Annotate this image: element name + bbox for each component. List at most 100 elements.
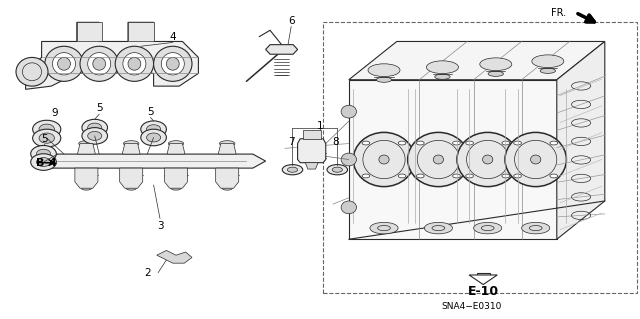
Ellipse shape bbox=[31, 154, 56, 170]
Ellipse shape bbox=[466, 174, 474, 178]
Ellipse shape bbox=[82, 128, 108, 144]
Text: B-4: B-4 bbox=[36, 158, 58, 168]
Ellipse shape bbox=[128, 57, 141, 70]
Text: 3: 3 bbox=[157, 221, 163, 232]
Ellipse shape bbox=[483, 155, 493, 164]
Ellipse shape bbox=[327, 165, 348, 175]
Polygon shape bbox=[298, 139, 326, 163]
Ellipse shape bbox=[52, 53, 76, 75]
Ellipse shape bbox=[341, 105, 356, 118]
Polygon shape bbox=[305, 163, 318, 169]
Ellipse shape bbox=[88, 123, 102, 132]
Ellipse shape bbox=[154, 46, 192, 81]
Ellipse shape bbox=[88, 131, 102, 140]
Ellipse shape bbox=[39, 133, 54, 143]
Ellipse shape bbox=[502, 174, 509, 178]
Ellipse shape bbox=[398, 174, 406, 178]
Ellipse shape bbox=[115, 46, 154, 81]
Ellipse shape bbox=[126, 186, 136, 190]
Polygon shape bbox=[349, 41, 605, 80]
Ellipse shape bbox=[341, 153, 356, 166]
Text: 2: 2 bbox=[144, 268, 150, 278]
Text: 5: 5 bbox=[42, 134, 48, 144]
Ellipse shape bbox=[368, 64, 400, 77]
Ellipse shape bbox=[33, 120, 61, 138]
Ellipse shape bbox=[82, 119, 108, 136]
Ellipse shape bbox=[45, 46, 83, 81]
Text: 4: 4 bbox=[170, 32, 176, 42]
Ellipse shape bbox=[141, 129, 166, 146]
Ellipse shape bbox=[81, 186, 92, 190]
Ellipse shape bbox=[426, 61, 458, 74]
Text: 6: 6 bbox=[288, 16, 294, 26]
Polygon shape bbox=[266, 45, 298, 54]
Ellipse shape bbox=[16, 57, 48, 86]
Ellipse shape bbox=[417, 174, 424, 178]
Ellipse shape bbox=[435, 74, 450, 79]
Text: 8: 8 bbox=[333, 137, 339, 147]
Polygon shape bbox=[303, 130, 321, 139]
Polygon shape bbox=[477, 273, 490, 275]
Ellipse shape bbox=[166, 57, 179, 70]
Ellipse shape bbox=[370, 222, 398, 234]
Ellipse shape bbox=[540, 68, 556, 73]
Bar bbox=[323, 22, 637, 293]
Ellipse shape bbox=[474, 222, 502, 234]
Polygon shape bbox=[167, 144, 185, 154]
Ellipse shape bbox=[341, 201, 356, 214]
Ellipse shape bbox=[93, 57, 106, 70]
Polygon shape bbox=[120, 168, 143, 188]
Ellipse shape bbox=[287, 167, 298, 172]
Polygon shape bbox=[26, 22, 198, 89]
Ellipse shape bbox=[33, 129, 61, 147]
Ellipse shape bbox=[505, 132, 566, 187]
Ellipse shape bbox=[362, 174, 370, 178]
Ellipse shape bbox=[39, 124, 54, 134]
Ellipse shape bbox=[514, 141, 522, 145]
Text: 9: 9 bbox=[51, 108, 58, 118]
Ellipse shape bbox=[452, 174, 460, 178]
Ellipse shape bbox=[376, 77, 392, 82]
Ellipse shape bbox=[133, 26, 148, 34]
Ellipse shape bbox=[457, 132, 518, 187]
Ellipse shape bbox=[36, 158, 51, 167]
Ellipse shape bbox=[168, 141, 184, 146]
Polygon shape bbox=[42, 154, 266, 168]
Ellipse shape bbox=[222, 186, 232, 190]
Ellipse shape bbox=[362, 141, 370, 145]
Text: SNA4−E0310: SNA4−E0310 bbox=[442, 302, 502, 311]
Ellipse shape bbox=[171, 186, 181, 190]
Text: 7: 7 bbox=[288, 137, 294, 147]
Ellipse shape bbox=[124, 141, 139, 146]
Ellipse shape bbox=[408, 132, 469, 187]
Ellipse shape bbox=[353, 132, 415, 187]
Ellipse shape bbox=[514, 174, 522, 178]
Polygon shape bbox=[122, 144, 140, 154]
Ellipse shape bbox=[417, 141, 424, 145]
Ellipse shape bbox=[488, 71, 504, 76]
Text: FR.: FR. bbox=[551, 8, 566, 18]
Ellipse shape bbox=[88, 53, 111, 75]
Text: 1: 1 bbox=[317, 121, 323, 131]
Ellipse shape bbox=[480, 58, 512, 70]
Ellipse shape bbox=[532, 55, 564, 68]
Text: 5: 5 bbox=[147, 107, 154, 117]
Ellipse shape bbox=[161, 53, 184, 75]
Ellipse shape bbox=[147, 133, 161, 142]
Polygon shape bbox=[469, 275, 497, 285]
Polygon shape bbox=[557, 41, 605, 239]
Polygon shape bbox=[75, 168, 98, 188]
Ellipse shape bbox=[282, 165, 303, 175]
Ellipse shape bbox=[36, 149, 51, 158]
Ellipse shape bbox=[531, 155, 541, 164]
Polygon shape bbox=[157, 250, 192, 263]
Ellipse shape bbox=[502, 141, 509, 145]
Polygon shape bbox=[77, 22, 102, 41]
Polygon shape bbox=[164, 168, 188, 188]
Polygon shape bbox=[216, 168, 239, 188]
Ellipse shape bbox=[332, 167, 342, 172]
Ellipse shape bbox=[379, 155, 389, 164]
Text: 5: 5 bbox=[96, 103, 102, 114]
Ellipse shape bbox=[80, 46, 118, 81]
Ellipse shape bbox=[466, 141, 474, 145]
